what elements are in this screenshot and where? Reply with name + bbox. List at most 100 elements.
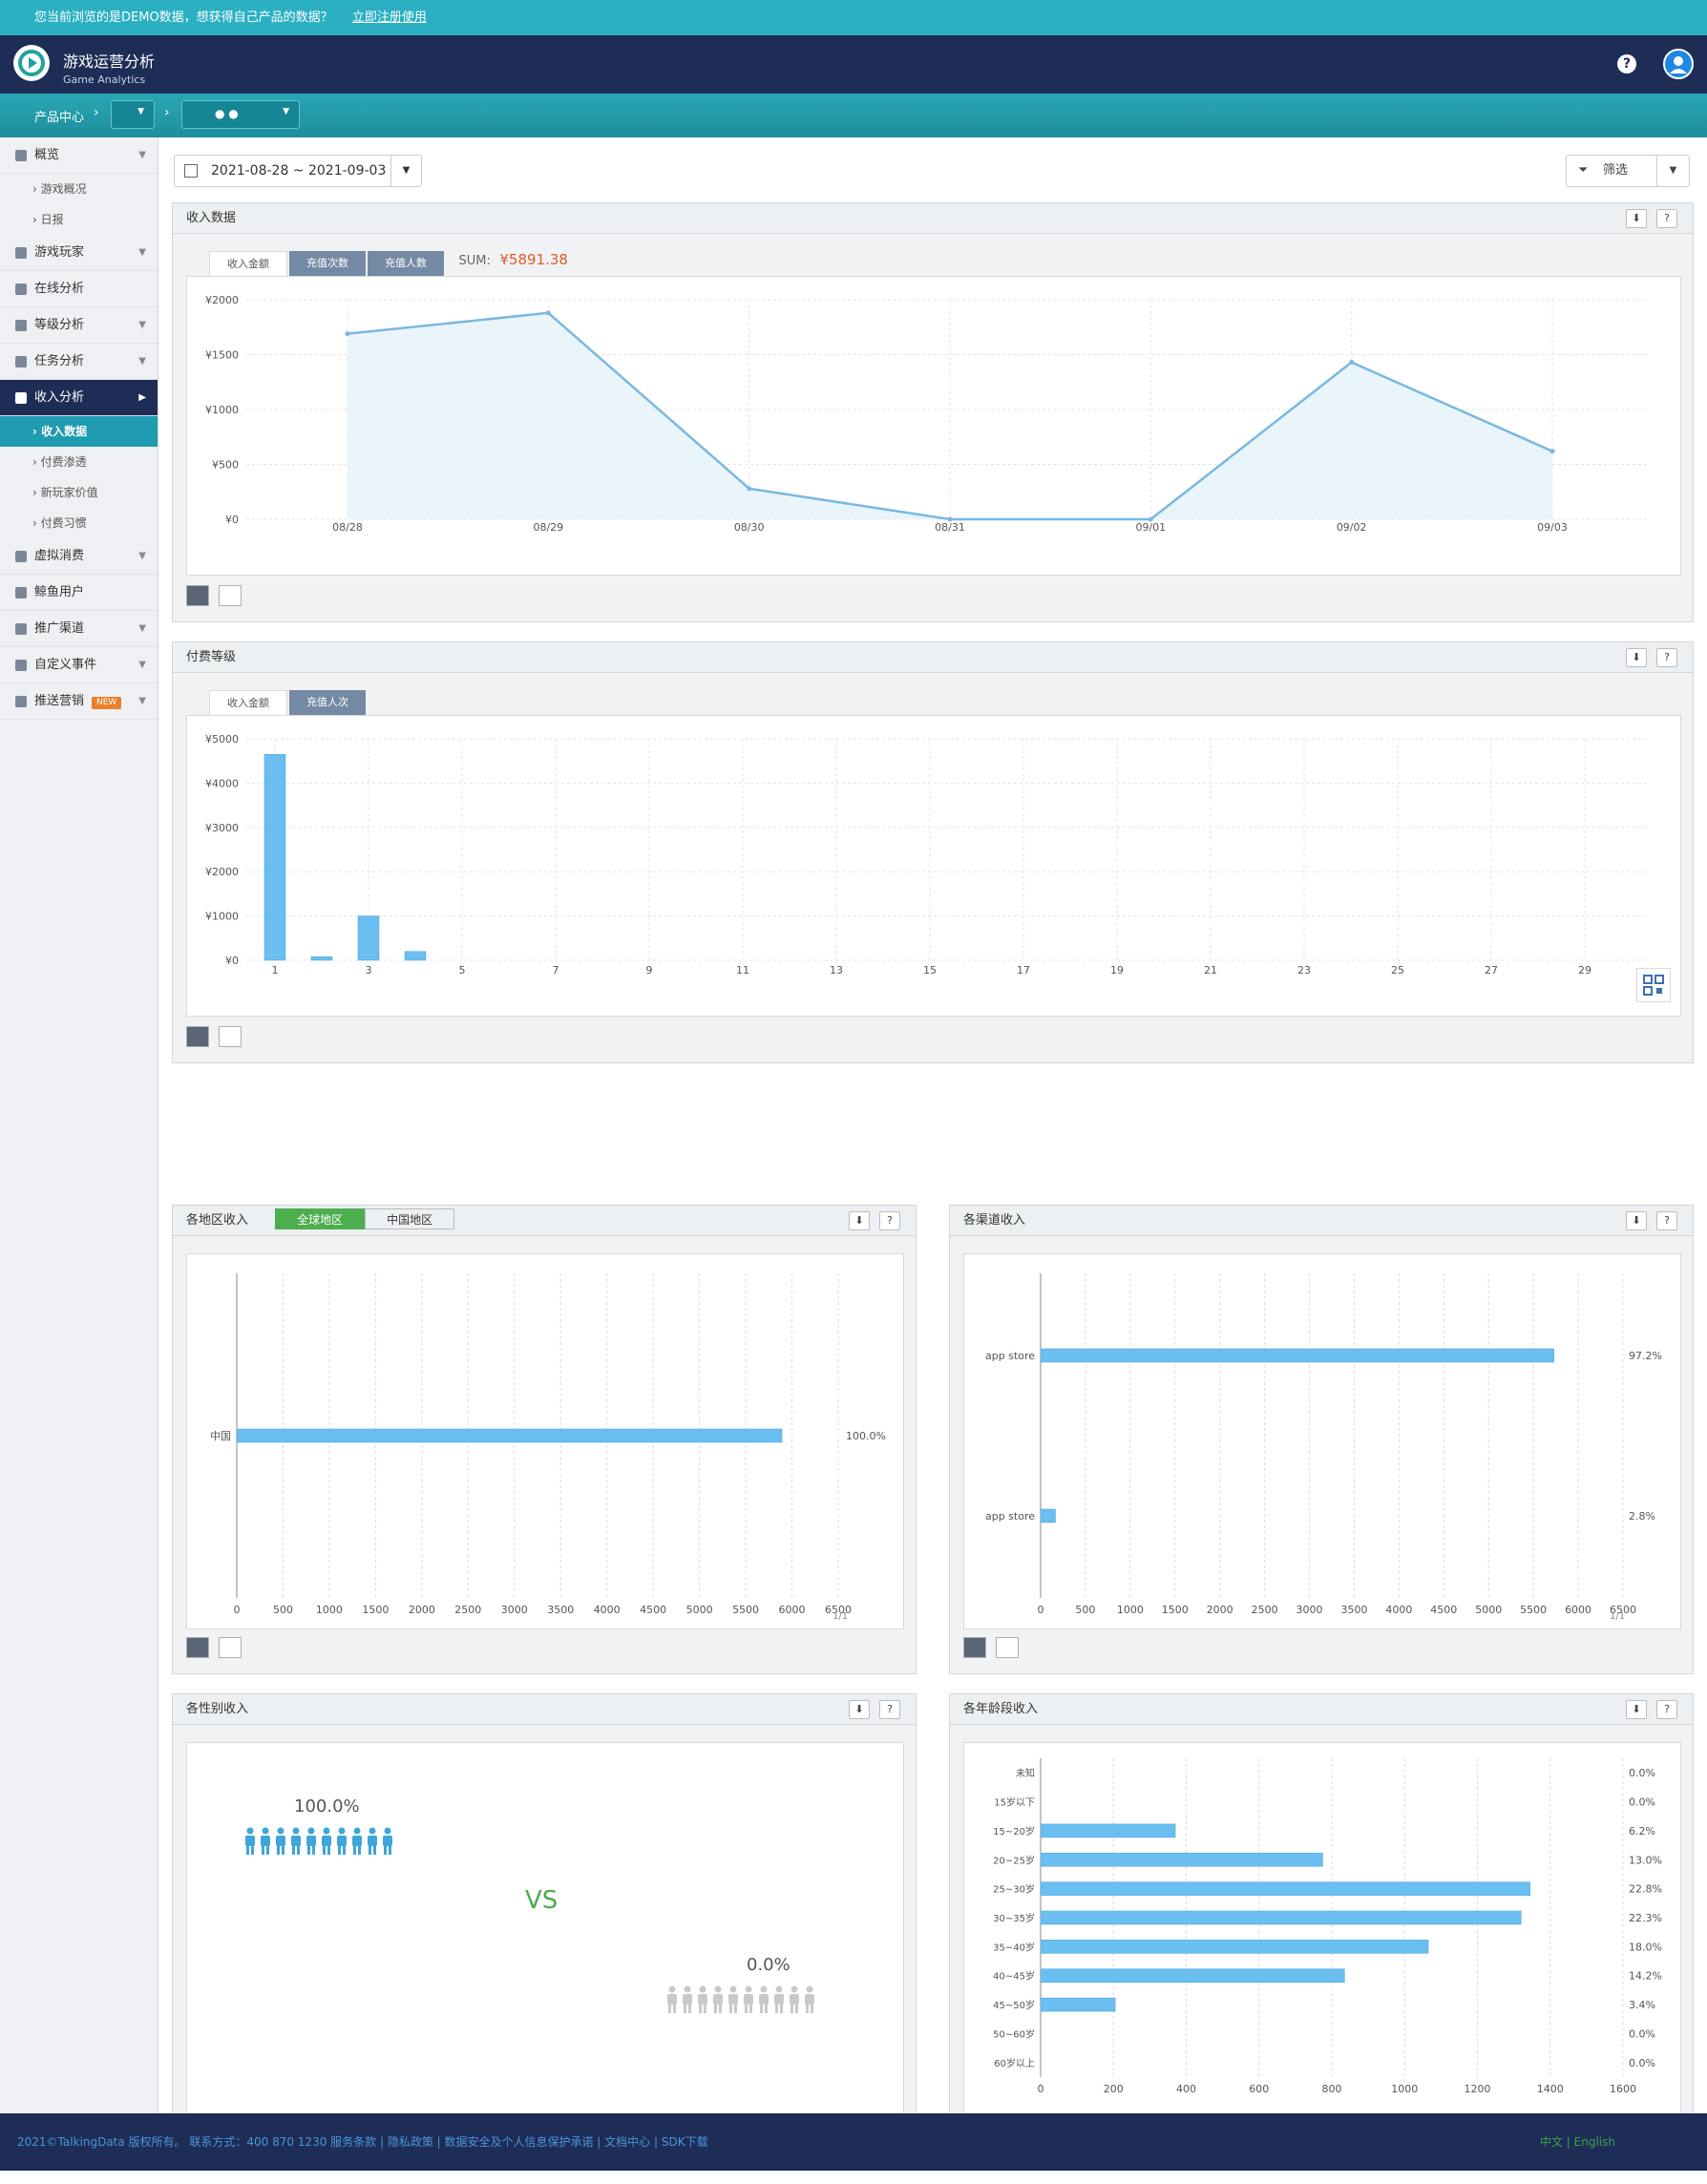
sidebar-item-channels[interactable]: 推广渠道 ▼ xyxy=(0,611,158,647)
download-icon[interactable]: ⬇ xyxy=(1626,1700,1647,1719)
sidebar-label: 任务分析 xyxy=(34,354,85,368)
percent-label: 2.8% xyxy=(1629,1510,1655,1522)
help-button[interactable]: ? xyxy=(1656,648,1677,667)
sidebar-item-push-marketing[interactable]: 推送营销 NEW ▼ xyxy=(0,683,158,720)
sidebar-item-tasks[interactable]: 任务分析 ▼ xyxy=(0,344,158,380)
sidebar-item-whale-users[interactable]: 鲸鱼用户 xyxy=(0,575,158,611)
tab-china[interactable]: 中国地区 xyxy=(365,1208,455,1229)
sidebar-label: 推送营销 xyxy=(34,694,85,708)
y-tick-label: ¥3000 xyxy=(205,822,239,834)
download-icon[interactable]: ⬇ xyxy=(1626,209,1647,228)
tab-revenue-amount[interactable]: 收入金额 xyxy=(209,251,287,276)
sidebar-item-revenue[interactable]: 收入分析 ▶ xyxy=(0,380,158,416)
x-tick-label: 6500 xyxy=(1610,1604,1636,1616)
download-icon[interactable]: ⬇ xyxy=(1626,1211,1647,1230)
demo-banner: 您当前浏览的是DEMO数据，想获得自己产品的数据？ 立即注册使用 xyxy=(0,0,1707,35)
percent-label: 13.0% xyxy=(1629,1854,1662,1866)
table-view-icon[interactable] xyxy=(219,585,242,606)
sidebar-item-players[interactable]: 游戏玩家 ▼ xyxy=(0,235,158,271)
sidebar-item-online[interactable]: 在线分析 xyxy=(0,271,158,307)
person-icon xyxy=(383,1827,392,1855)
register-link[interactable]: 立即注册使用 xyxy=(351,10,427,25)
chart-view-icon[interactable] xyxy=(186,585,209,606)
tab-global[interactable]: 全球地区 xyxy=(275,1208,366,1229)
pager[interactable]: 1/1 xyxy=(1610,1611,1626,1622)
sidebar-subitem-new-player-value[interactable]: › 新玩家价值 xyxy=(32,486,98,499)
region-bar-chart: 0 500 1000 1500 2000 2500 3000 3500 4000 4500 5000… xyxy=(210,1273,886,1616)
tab-recharge-times[interactable]: 充值人次 xyxy=(289,690,366,715)
download-icon[interactable]: ⬇ xyxy=(849,1700,870,1719)
help-button[interactable]: ? xyxy=(879,1211,900,1230)
caret-down-icon[interactable]: ▼ xyxy=(1656,156,1689,186)
language-switch[interactable]: 中文 | English xyxy=(1539,2135,1615,2149)
caret-down-icon[interactable]: ▼ xyxy=(390,156,421,186)
category-label: 中国 xyxy=(210,1430,231,1442)
sum-label: SUM: xyxy=(458,254,491,268)
chart-view-icon[interactable] xyxy=(186,1026,209,1047)
sidebar-item-overview[interactable]: 概览 ▼ xyxy=(0,137,158,174)
platform-select[interactable]: ● ● ▼ xyxy=(181,100,300,129)
x-tick-label: 400 xyxy=(1176,2083,1196,2095)
pager[interactable]: 1/1 xyxy=(832,1611,849,1622)
help-button[interactable]: ? xyxy=(1656,1700,1677,1719)
sidebar-subitem-pay-habits[interactable]: › 付费习惯 xyxy=(32,516,87,530)
panel-title: 各渠道收入 xyxy=(950,1206,1693,1236)
pay-level-panel: 付费等级 ⬇ ? 收入金额 充值人次 ¥0 ¥1000 ¥2000 ¥3000 ¥4000… xyxy=(172,641,1694,1063)
footer-links[interactable]: 2021©TalkingData 版权所有。 联系方式：400 870 1230… xyxy=(17,2135,708,2149)
filter-button[interactable]: ⏷ 筛选 ▼ xyxy=(1566,155,1690,187)
table-view-icon[interactable] xyxy=(219,1637,242,1658)
phone-icon xyxy=(15,695,27,707)
x-tick-label: 25 xyxy=(1391,964,1404,976)
sidebar-subitem-game-overview[interactable]: › 游戏概况 xyxy=(32,182,87,196)
sidebar-item-custom-events[interactable]: 自定义事件 ▼ xyxy=(0,647,158,683)
sidebar-subitem-daily-report[interactable]: › 日报 xyxy=(32,213,64,226)
category-label: 60岁以上 xyxy=(994,2057,1035,2069)
chart-view-icon[interactable] xyxy=(963,1637,986,1658)
breadcrumb-product-center[interactable]: 产品中心 xyxy=(34,111,85,125)
x-tick-label: 5000 xyxy=(686,1604,713,1616)
app-header: 游戏运营分析 Game Analytics ? xyxy=(0,35,1707,94)
chart-view-icon[interactable] xyxy=(186,1637,209,1658)
download-icon[interactable]: ⬇ xyxy=(1626,648,1647,667)
gear-icon xyxy=(15,659,27,671)
bar xyxy=(310,956,333,961)
y-tick-label: ¥0 xyxy=(225,955,239,967)
help-icon[interactable]: ? xyxy=(1617,54,1636,74)
person-icon xyxy=(774,1985,784,2013)
sidebar-item-virtual-consumption[interactable]: 虚拟消费 ▼ xyxy=(0,538,158,575)
percent-label: 14.2% xyxy=(1629,1970,1662,1983)
help-button[interactable]: ? xyxy=(879,1700,900,1719)
user-avatar-icon[interactable] xyxy=(1663,49,1694,79)
tab-recharge-count[interactable]: 充值次数 xyxy=(289,251,366,276)
bar xyxy=(1040,1508,1056,1523)
tab-revenue-amount[interactable]: 收入金额 xyxy=(209,690,287,715)
x-tick-label: 5000 xyxy=(1475,1604,1502,1616)
game-select[interactable]: ▼ xyxy=(111,100,155,129)
download-icon[interactable]: ⬇ xyxy=(849,1211,870,1230)
x-tick-label: 4000 xyxy=(1385,1604,1412,1616)
help-button[interactable]: ? xyxy=(1656,209,1677,228)
qr-code-icon[interactable] xyxy=(1636,968,1671,1002)
help-button[interactable]: ? xyxy=(1656,1211,1677,1230)
x-tick-label: 5 xyxy=(459,964,466,976)
sidebar-subitem-revenue-data[interactable]: › 收入数据 xyxy=(0,416,158,447)
x-tick-label: 0 xyxy=(1038,1604,1044,1616)
gender-chart: 100.0% VS 0.0% xyxy=(186,1742,904,2118)
gender-revenue-panel: 各性别收入 ⬇ ? 100.0% VS 0.0% xyxy=(172,1693,917,2163)
x-tick-label: 800 xyxy=(1322,2083,1342,2095)
tab-recharge-users[interactable]: 充值人数 xyxy=(368,251,444,276)
person-icon xyxy=(368,1827,377,1855)
sidebar-label: 付费渗透 xyxy=(40,455,87,469)
person-icon xyxy=(291,1827,301,1855)
table-view-icon[interactable] xyxy=(996,1637,1019,1658)
x-tick-label: 1000 xyxy=(316,1604,343,1616)
sidebar-item-levels[interactable]: 等级分析 ▼ xyxy=(0,307,158,344)
sidebar-label: 新玩家价值 xyxy=(40,486,98,499)
date-range-picker[interactable]: 2021-08-28 ~ 2021-09-03 ▼ xyxy=(174,155,422,187)
new-badge: NEW xyxy=(92,697,122,709)
chevron-right-icon: › xyxy=(94,105,99,120)
category-label: 未知 xyxy=(1016,1767,1035,1779)
logo-icon[interactable] xyxy=(13,45,50,81)
table-view-icon[interactable] xyxy=(219,1026,242,1047)
sidebar-subitem-pay-penetration[interactable]: › 付费渗透 xyxy=(32,455,87,469)
